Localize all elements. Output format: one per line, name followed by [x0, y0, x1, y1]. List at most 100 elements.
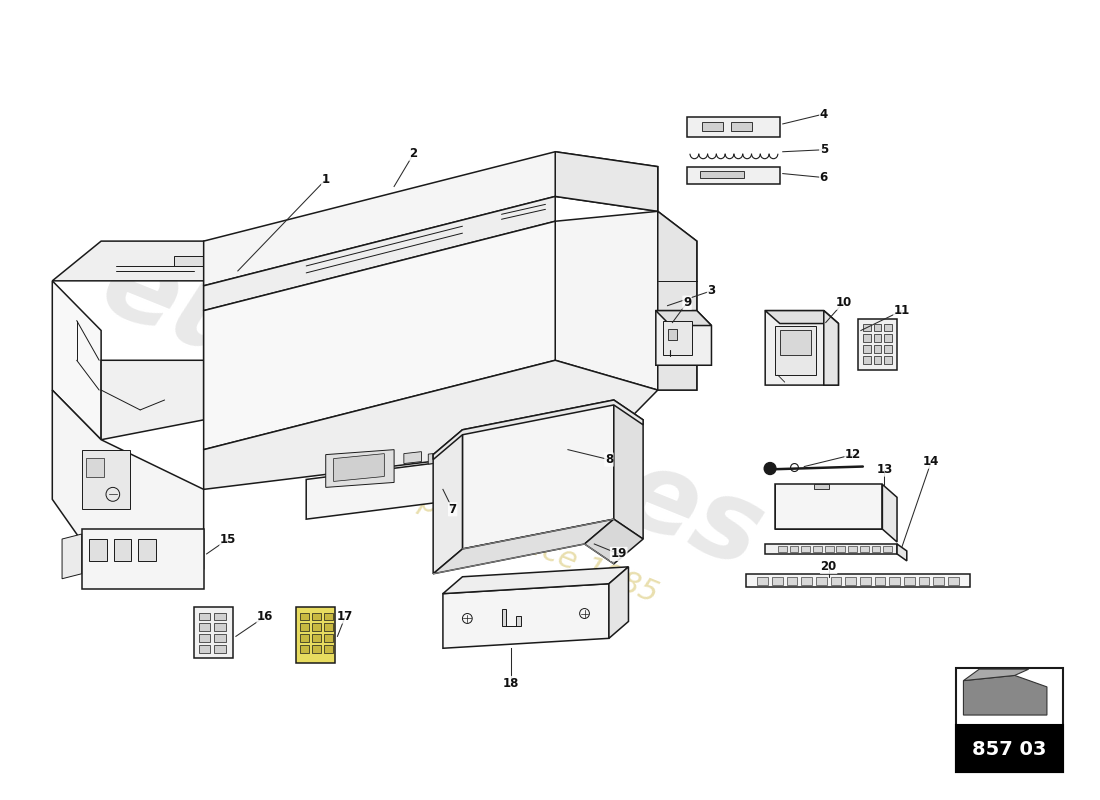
Polygon shape: [323, 634, 332, 642]
Text: 7: 7: [449, 502, 456, 516]
Polygon shape: [326, 450, 394, 487]
Circle shape: [764, 462, 776, 474]
Polygon shape: [194, 606, 233, 658]
Polygon shape: [732, 122, 752, 131]
Polygon shape: [746, 574, 970, 586]
Polygon shape: [175, 256, 218, 266]
Polygon shape: [889, 577, 900, 585]
Polygon shape: [443, 567, 628, 594]
Polygon shape: [204, 241, 248, 420]
Polygon shape: [956, 726, 1063, 772]
Polygon shape: [758, 577, 768, 585]
Polygon shape: [433, 519, 614, 574]
Polygon shape: [845, 577, 856, 585]
Polygon shape: [101, 360, 204, 440]
Polygon shape: [688, 117, 780, 137]
Polygon shape: [862, 346, 871, 354]
Polygon shape: [453, 453, 471, 465]
Polygon shape: [871, 546, 880, 552]
Text: 15: 15: [220, 533, 236, 546]
Polygon shape: [81, 529, 204, 589]
Polygon shape: [700, 170, 744, 178]
Polygon shape: [614, 400, 644, 539]
Polygon shape: [433, 430, 462, 574]
Polygon shape: [824, 310, 838, 385]
Polygon shape: [214, 623, 227, 631]
Polygon shape: [428, 452, 446, 464]
Text: 18: 18: [503, 677, 519, 690]
Polygon shape: [873, 323, 881, 331]
Polygon shape: [814, 485, 828, 490]
Polygon shape: [204, 222, 556, 450]
Polygon shape: [556, 152, 658, 211]
Text: 14: 14: [923, 455, 939, 468]
Polygon shape: [776, 485, 882, 529]
Polygon shape: [81, 450, 131, 510]
Text: 4: 4: [820, 107, 828, 121]
Polygon shape: [816, 577, 827, 585]
Polygon shape: [874, 577, 886, 585]
Polygon shape: [860, 546, 869, 552]
Polygon shape: [862, 334, 871, 342]
Polygon shape: [858, 318, 896, 370]
Polygon shape: [848, 546, 857, 552]
Text: 19: 19: [610, 547, 627, 561]
Polygon shape: [964, 669, 1028, 681]
Polygon shape: [502, 454, 519, 466]
Polygon shape: [873, 334, 881, 342]
Polygon shape: [862, 356, 871, 364]
Text: 17: 17: [337, 610, 353, 623]
Polygon shape: [873, 346, 881, 354]
Polygon shape: [658, 211, 696, 390]
Polygon shape: [702, 122, 723, 131]
Polygon shape: [873, 356, 881, 364]
Text: 16: 16: [257, 610, 274, 623]
Text: 20: 20: [821, 560, 837, 574]
Polygon shape: [53, 241, 248, 281]
Polygon shape: [312, 646, 321, 654]
Polygon shape: [204, 197, 556, 310]
Polygon shape: [884, 323, 892, 331]
Polygon shape: [404, 452, 421, 463]
Polygon shape: [584, 519, 644, 564]
Polygon shape: [87, 458, 104, 478]
Polygon shape: [884, 346, 892, 354]
Polygon shape: [656, 310, 712, 326]
Polygon shape: [918, 577, 930, 585]
Polygon shape: [306, 450, 540, 519]
Polygon shape: [199, 613, 210, 621]
Polygon shape: [323, 613, 332, 621]
Polygon shape: [780, 330, 811, 355]
Polygon shape: [62, 534, 81, 578]
Polygon shape: [89, 539, 107, 561]
Polygon shape: [609, 567, 628, 638]
Polygon shape: [688, 166, 780, 183]
Polygon shape: [443, 584, 609, 648]
Polygon shape: [139, 539, 156, 561]
Polygon shape: [896, 544, 906, 561]
Polygon shape: [776, 326, 816, 375]
Text: a passion for parts since 1985: a passion for parts since 1985: [223, 410, 662, 609]
Text: 857 03: 857 03: [972, 740, 1046, 759]
Polygon shape: [323, 623, 332, 631]
Text: 8: 8: [605, 453, 613, 466]
Polygon shape: [300, 634, 309, 642]
Polygon shape: [883, 546, 892, 552]
Text: 2: 2: [409, 147, 418, 160]
Polygon shape: [662, 321, 692, 355]
Text: 3: 3: [707, 284, 715, 298]
Polygon shape: [477, 453, 495, 465]
Polygon shape: [312, 613, 321, 621]
Polygon shape: [204, 152, 658, 286]
Polygon shape: [214, 634, 227, 642]
Text: 13: 13: [877, 463, 892, 476]
Polygon shape: [214, 646, 227, 654]
Polygon shape: [656, 310, 712, 366]
Polygon shape: [312, 623, 321, 631]
Polygon shape: [948, 577, 958, 585]
Polygon shape: [790, 546, 799, 552]
Text: eurospares: eurospares: [87, 229, 779, 591]
Polygon shape: [801, 546, 810, 552]
Polygon shape: [113, 539, 131, 561]
Polygon shape: [53, 281, 101, 440]
